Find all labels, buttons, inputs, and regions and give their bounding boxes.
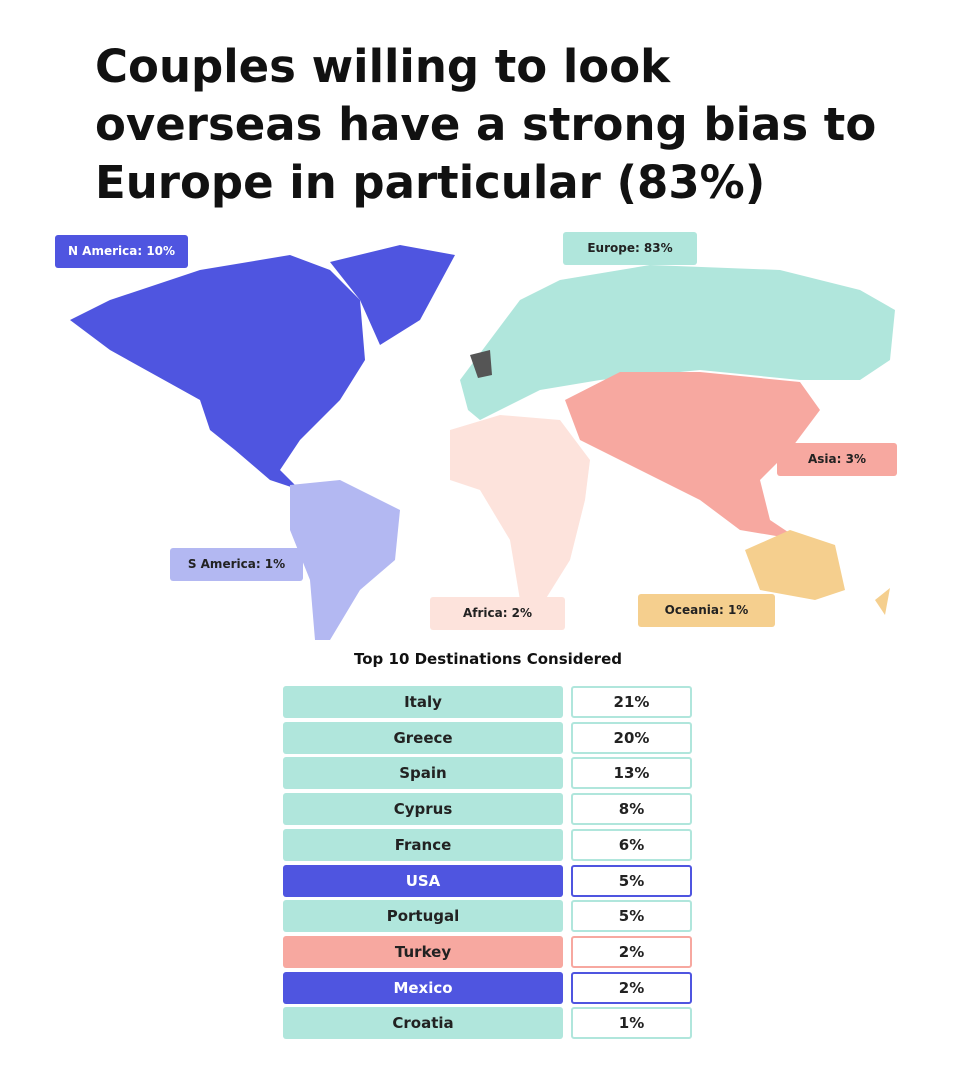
share: 20% xyxy=(571,721,692,754)
table-title: Top 10 Destinations Considered xyxy=(354,650,622,668)
share: 5% xyxy=(571,864,692,897)
europe xyxy=(460,265,895,420)
region-label: S America: 1% xyxy=(170,548,303,581)
title-line: Couples willing to look xyxy=(95,40,671,93)
share: 8% xyxy=(571,793,692,826)
destination: Italy xyxy=(283,686,563,718)
destination: Spain xyxy=(283,757,563,790)
title-line: Europe in particular (83%) xyxy=(95,156,766,209)
region-label: Oceania: 1% xyxy=(638,594,775,627)
share: 21% xyxy=(571,686,692,718)
asia xyxy=(565,372,820,540)
share: 2% xyxy=(571,935,692,968)
destination: Portugal xyxy=(283,900,563,933)
uk xyxy=(470,350,492,378)
share: 1% xyxy=(571,1007,692,1040)
destination: France xyxy=(283,828,563,861)
destination: Greece xyxy=(283,721,563,754)
region-label: Africa: 2% xyxy=(430,597,565,630)
region-label: N America: 10% xyxy=(55,235,188,268)
share: 6% xyxy=(571,828,692,861)
title-line: overseas have a strong bias to xyxy=(95,98,877,151)
share: 2% xyxy=(571,971,692,1004)
destination: Cyprus xyxy=(283,793,563,826)
destination: Mexico xyxy=(283,971,563,1004)
north-america xyxy=(70,245,455,490)
destination: USA xyxy=(283,864,563,897)
share: 13% xyxy=(571,757,692,790)
destination: Turkey xyxy=(283,935,563,968)
oceania xyxy=(745,530,890,615)
south-america xyxy=(290,480,400,640)
destination: Croatia xyxy=(283,1007,563,1040)
title: Couples willing to look overseas have a s… xyxy=(95,38,876,212)
share: 5% xyxy=(571,900,692,933)
region-label: Europe: 83% xyxy=(563,232,697,265)
world-map xyxy=(70,245,895,640)
region-label: Asia: 3% xyxy=(777,443,897,476)
africa xyxy=(450,415,590,600)
